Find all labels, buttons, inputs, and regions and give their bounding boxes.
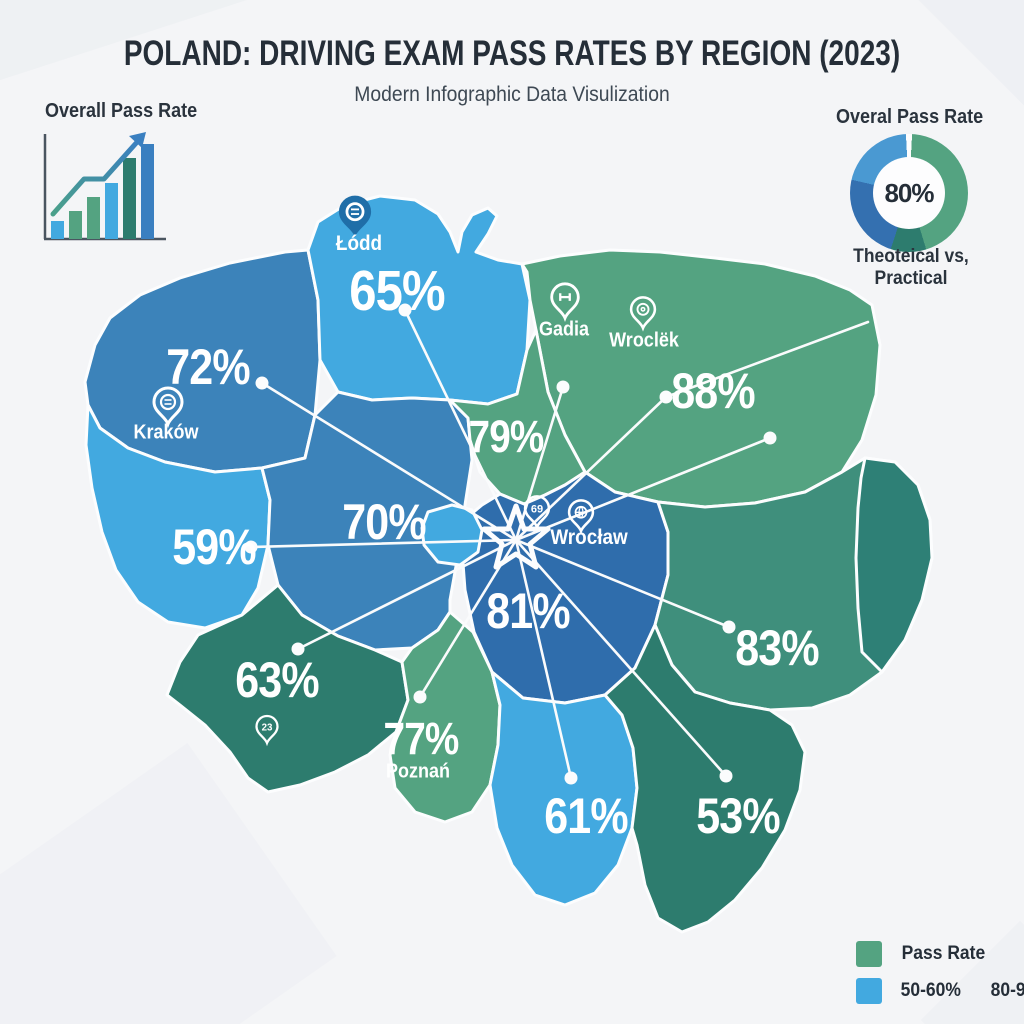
region-value-72: 72% (166, 339, 250, 395)
region-south-61 (488, 670, 639, 907)
connector-dots (244, 303, 777, 785)
region-value-65: 65% (349, 259, 445, 323)
connector-lines (249, 308, 870, 780)
page-subtitle: Modern Infographic Data Visulization (354, 83, 670, 106)
connector-line (514, 436, 772, 542)
connector-dot (291, 642, 305, 656)
donut-caption: Theoteical vs, Practical (853, 246, 969, 289)
connector-line (514, 538, 728, 778)
region-east-border-sliver (854, 456, 934, 674)
pin-gadia-icon (550, 282, 580, 323)
connector-line (514, 385, 565, 542)
connector-dot (556, 380, 570, 394)
legend-label-pass-rate: Pass Rate (901, 943, 986, 964)
donut-center-value: 80% (873, 157, 945, 229)
map-pins: 69 23 (152, 195, 657, 747)
region-value-81: 81% (486, 583, 570, 639)
legend-row-pass-rate: Pass Rate (856, 941, 989, 967)
pin-wroclek-icon (629, 296, 657, 332)
connector-dot (722, 620, 736, 634)
trend-arrow-head (129, 132, 146, 148)
city-label-lodd: Łódd (335, 232, 383, 255)
connector-dot (398, 303, 412, 317)
pin-badge-text: 69 (531, 504, 543, 516)
city-label-gadia: Gadia (538, 318, 590, 341)
city-label-poznan: Poznań (385, 760, 451, 783)
legend-swatch-blue (856, 978, 882, 1004)
page-title: POLAND: DRIVING EXAM PASS RATES BY REGIO… (123, 34, 901, 73)
mini-bar (51, 221, 64, 239)
region-value-79: 79% (468, 411, 545, 462)
connector-line (260, 381, 518, 542)
connector-dot (564, 771, 578, 785)
star-marker-icon (481, 503, 551, 570)
legend-row-ranges: 50-60% 80-90% (856, 978, 1024, 1004)
city-label-wroclek: Wroclëk (609, 329, 679, 352)
region-value-77: 77% (383, 713, 460, 764)
mini-bar (123, 158, 136, 239)
pin-lodd-icon (338, 195, 372, 237)
connector-line (514, 538, 573, 780)
region-value-59: 59% (172, 519, 256, 575)
donut-chart-title: Overal Pass Rate (836, 106, 984, 128)
mini-bar (141, 144, 154, 239)
legend-swatch-green (856, 941, 882, 967)
pin-badge-23-icon: 23 (255, 714, 279, 747)
region-west-59 (84, 403, 272, 630)
mini-bar (87, 197, 100, 239)
legend-label-range-high: 80-90% (990, 980, 1024, 1001)
region-value-61: 61% (544, 788, 628, 844)
region-value-88: 88% (671, 363, 755, 419)
region-value-53: 53% (696, 788, 780, 844)
trend-arrow-line (50, 138, 141, 217)
legend-label-range-low: 50-60% (900, 980, 961, 1001)
connector-dot (244, 540, 258, 554)
connector-line (403, 308, 518, 542)
connector-line (249, 538, 518, 549)
connector-line (664, 320, 870, 399)
pin-krakow-icon (152, 386, 184, 429)
connector-dot (763, 431, 777, 445)
region-value-83: 83% (735, 620, 819, 676)
pin-badge-text: 23 (262, 722, 273, 733)
mini-bar-chart (43, 132, 166, 241)
region-southwest-63 (165, 583, 410, 794)
mini-bar (69, 211, 82, 239)
city-label-krakow: Kraków (133, 421, 199, 444)
connector-dot (719, 769, 733, 783)
region-central-west-70 (260, 390, 474, 652)
pin-badge-69-icon: 69 (523, 495, 551, 531)
connector-dot (413, 690, 427, 704)
region-value-63: 63% (235, 652, 319, 708)
connector-line (514, 538, 731, 629)
city-label-wroclaw: Wrocław (550, 526, 628, 549)
connector-line (514, 395, 668, 542)
mini-chart-title: Overall Pass Rate (45, 100, 198, 122)
donut-chart: 80% (850, 134, 968, 252)
connector-dot (255, 376, 269, 390)
connector-dot (659, 390, 673, 404)
mini-bar (105, 183, 118, 239)
connector-line (296, 538, 518, 651)
region-southeast-53 (603, 623, 807, 934)
pin-globe-icon (567, 499, 595, 535)
region-value-70: 70% (342, 494, 426, 550)
